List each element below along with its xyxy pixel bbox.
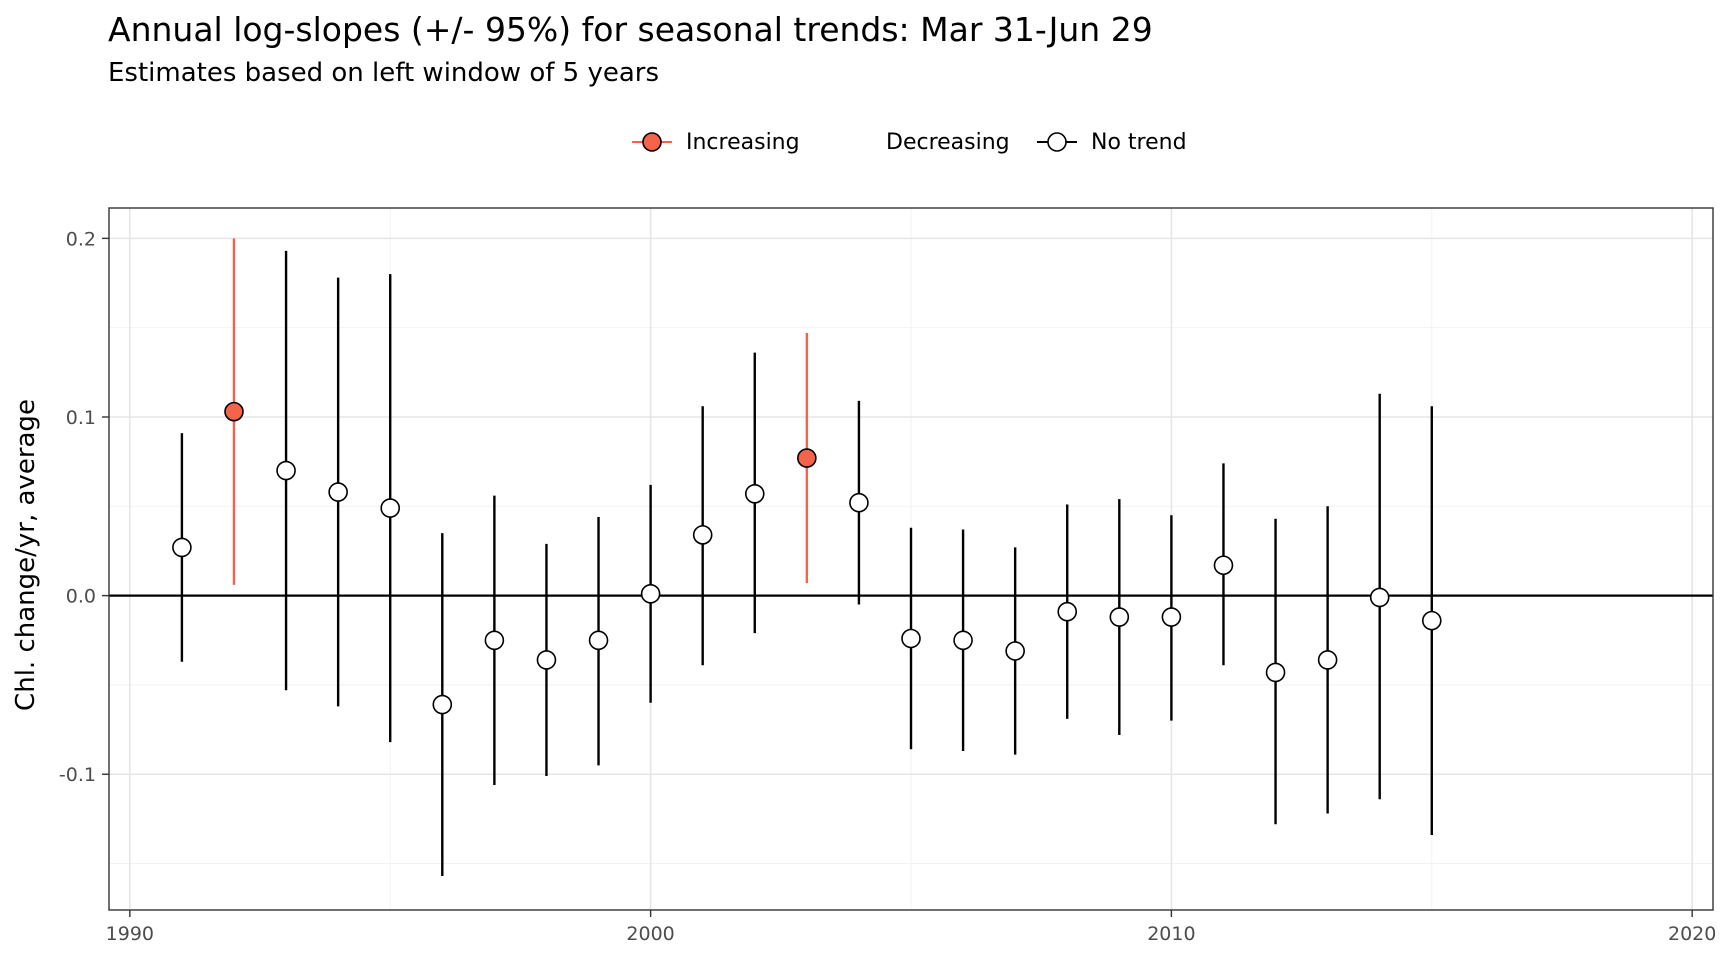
y-tick-label: -0.1 — [59, 764, 96, 786]
data-point — [797, 448, 817, 468]
legend-label-no-trend: No trend — [1091, 129, 1187, 155]
data-point — [588, 630, 609, 651]
y-tick-label: 0.0 — [66, 586, 96, 608]
chart-title: Annual log-slopes (+/- 95%) for seasonal… — [108, 10, 1153, 49]
data-point — [1369, 587, 1390, 608]
data-point — [328, 482, 348, 502]
legend-label-increasing: Increasing — [686, 129, 800, 155]
data-point — [1421, 610, 1442, 631]
chart-subtitle: Estimates based on left window of 5 year… — [108, 58, 660, 88]
data-point — [1161, 607, 1182, 627]
data-point — [1109, 607, 1130, 627]
data-point — [1317, 650, 1338, 670]
data-point — [224, 401, 244, 422]
legend: Increasing Decreasing No trend — [0, 124, 1728, 160]
y-tick-label: 0.1 — [66, 407, 96, 429]
plot-frame — [108, 207, 1714, 911]
data-point — [536, 650, 557, 670]
data-point — [432, 694, 453, 715]
data-point — [640, 584, 661, 604]
x-tick-label: 2020 — [1668, 923, 1716, 945]
data-point — [1213, 555, 1234, 576]
data-point — [484, 630, 505, 651]
data-point — [849, 492, 869, 513]
x-tick-label: 1990 — [106, 923, 154, 945]
data-point — [692, 525, 713, 545]
error-bars — [180, 238, 1433, 877]
data-point — [172, 537, 192, 558]
data-point — [380, 498, 401, 518]
axis-ticks: 1990 2000 2010 2020 -0.1 0.0 0.1 0.2 — [59, 228, 1716, 945]
legend-key-increasing — [632, 124, 672, 160]
data-point — [953, 630, 973, 651]
legend-item-decreasing: Decreasing — [886, 124, 1010, 160]
legend-label-decreasing: Decreasing — [886, 129, 1010, 155]
data-point — [276, 460, 296, 481]
data-point — [1005, 641, 1025, 661]
data-point — [1265, 662, 1286, 683]
legend-key-no-trend — [1037, 124, 1077, 160]
data-point — [1057, 601, 1078, 622]
data-point — [901, 628, 921, 649]
y-tick-label: 0.2 — [66, 228, 96, 250]
legend-item-no-trend: No trend — [1037, 124, 1187, 160]
x-tick-label: 2010 — [1147, 923, 1195, 945]
data-point — [744, 484, 765, 504]
data-points — [172, 401, 1442, 715]
x-tick-label: 2000 — [626, 923, 674, 945]
legend-item-increasing: Increasing — [632, 124, 800, 160]
